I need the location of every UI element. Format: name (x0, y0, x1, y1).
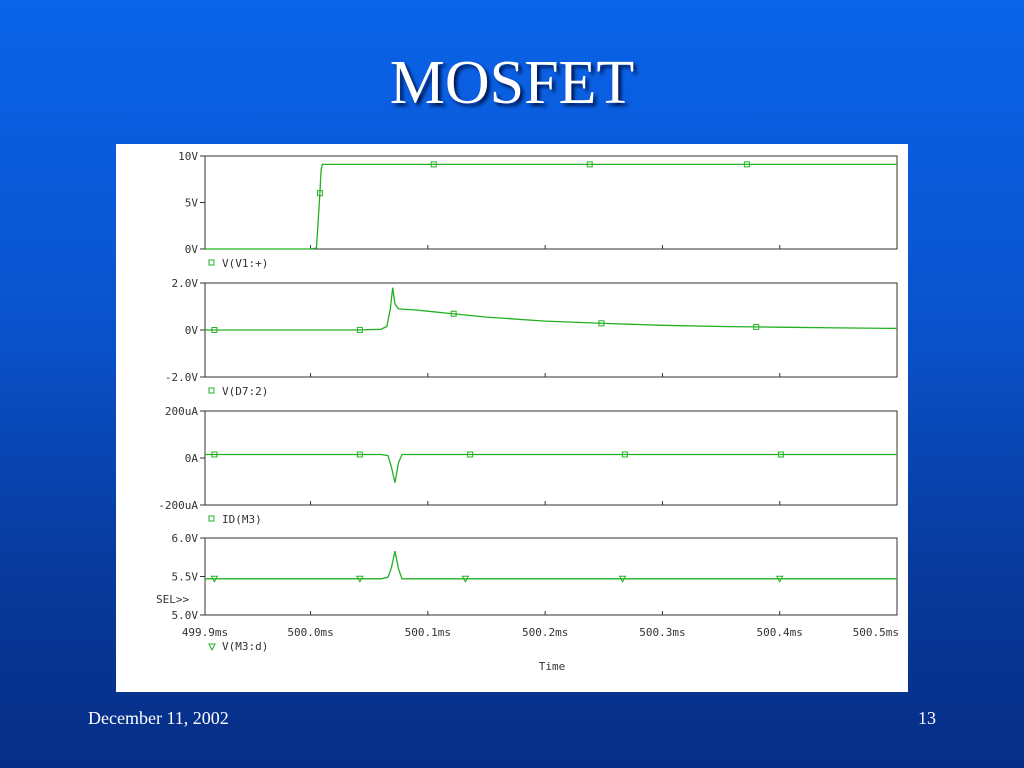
y-tick-label: 5.5V (172, 571, 199, 584)
y-tick-label: -200uA (158, 499, 198, 512)
data-point-marker (586, 161, 593, 168)
plot-frame (204, 155, 898, 250)
y-tick-label: 6.0V (172, 532, 199, 545)
data-point-marker (430, 161, 437, 168)
data-point-marker (598, 320, 605, 327)
data-point-marker (743, 161, 750, 168)
waveform-chart: 10V 5V 0V V(V1:+) 2.0V 0V -2.0V V(D7:2) 200uA 0A -… (156, 150, 899, 673)
x-tick-label: 500.5ms (853, 626, 899, 639)
slide-title: MOSFET (389, 49, 635, 117)
x-tick-label: 499.9ms (182, 626, 228, 639)
data-point-marker (356, 451, 363, 458)
footer-date: December 11, 2002 (88, 708, 229, 728)
page-number: 13 (918, 708, 936, 728)
data-point-marker (210, 575, 219, 583)
data-point-marker (450, 310, 457, 317)
data-point-marker (775, 575, 784, 583)
plot-frame (204, 410, 898, 506)
data-point-marker (356, 326, 363, 333)
legend-label: V(V1:+) (222, 257, 268, 270)
y-tick-label: 5.0V (172, 609, 199, 622)
x-tick-label: 500.0ms (287, 626, 333, 639)
y-tick-label: 200uA (165, 405, 198, 418)
y-tick-label: 10V (178, 150, 198, 163)
y-tick-label: 5V (185, 197, 199, 210)
x-tick-label: 500.2ms (522, 626, 568, 639)
plot-frame (204, 537, 898, 616)
series-line (205, 163, 897, 250)
data-point-marker (621, 451, 628, 458)
series-line (205, 287, 898, 331)
y-tick-label: 0A (185, 452, 199, 465)
x-tick-label: 500.3ms (639, 626, 685, 639)
series-line (205, 550, 897, 580)
y-tick-label: 0V (185, 243, 199, 256)
selection-marker: SEL>> (156, 593, 189, 606)
y-tick-label: 2.0V (172, 277, 199, 290)
data-point-marker (211, 451, 218, 458)
data-point-marker (355, 575, 364, 583)
x-tick-label: 500.1ms (405, 626, 451, 639)
data-point-marker (316, 190, 323, 197)
legend-marker (208, 259, 215, 266)
legend-marker (208, 387, 215, 394)
legend-label: V(D7:2) (222, 385, 268, 398)
data-point-marker (618, 575, 627, 583)
data-point-marker (753, 323, 760, 330)
y-tick-label: -2.0V (165, 371, 198, 384)
probe-plot-window: 10V 5V 0V V(V1:+) 2.0V 0V -2.0V V(D7:2) 200uA 0A -… (116, 144, 908, 692)
legend-marker (208, 515, 215, 522)
series-line (205, 453, 897, 483)
legend-label: V(M3:d) (222, 640, 268, 653)
x-tick-label: 500.4ms (757, 626, 803, 639)
data-point-marker (211, 327, 218, 333)
legend-label: ID(M3) (222, 513, 262, 526)
data-point-marker (461, 575, 470, 583)
x-axis-label: Time (539, 660, 566, 673)
data-point-marker (467, 451, 474, 458)
data-point-marker (777, 451, 784, 458)
legend-marker (208, 643, 216, 652)
y-tick-label: 0V (185, 324, 199, 337)
